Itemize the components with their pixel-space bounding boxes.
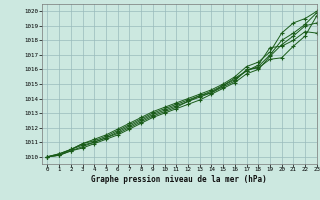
X-axis label: Graphe pression niveau de la mer (hPa): Graphe pression niveau de la mer (hPa) <box>91 175 267 184</box>
